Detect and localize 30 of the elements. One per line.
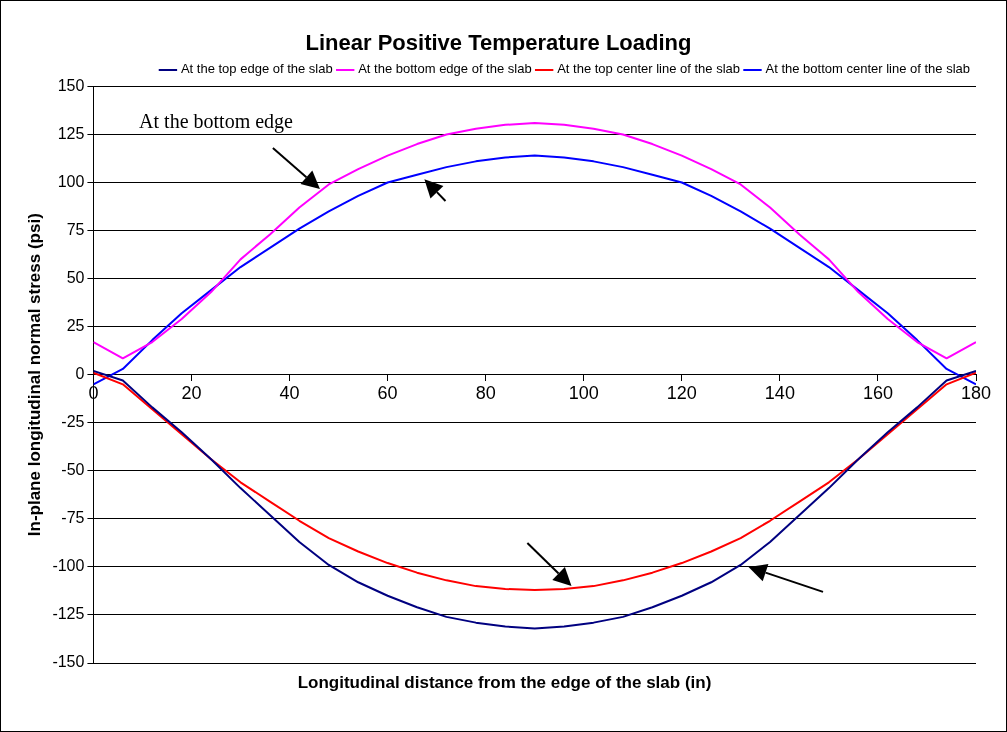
y-tick-label: -100 — [52, 557, 85, 575]
x-tick-label: 120 — [666, 383, 697, 404]
x-tick-label: 160 — [862, 383, 893, 404]
y-tick-label: 125 — [57, 124, 85, 142]
y-axis-title: In-plane longitudinal normal stress (psi) — [24, 213, 44, 537]
y-tick-label: 25 — [66, 317, 85, 335]
y-tick-label: 150 — [57, 76, 85, 94]
x-tick-label: 80 — [475, 383, 496, 404]
annotation: At the bottom edge — [139, 110, 294, 134]
y-tick-label: -75 — [61, 509, 85, 527]
y-tick-label: -125 — [52, 605, 85, 623]
y-tick-label: 100 — [57, 172, 85, 190]
x-tick-label: 40 — [279, 383, 300, 404]
y-tick-label: -50 — [61, 461, 85, 479]
y-tick-label: 0 — [75, 365, 85, 383]
x-tick-label: 140 — [764, 383, 795, 404]
x-axis-title: Longitudinal distance from the edge of the slab (in) — [296, 673, 713, 693]
chart-title: Linear Positive Temperature Loading — [305, 30, 692, 56]
legend-label: At the top edge of the slab — [180, 61, 333, 77]
y-tick-label: 75 — [66, 220, 85, 238]
legend-label: At the bottom center line of the slab — [765, 61, 971, 77]
y-tick-label: -150 — [52, 653, 85, 671]
x-tick-label: 60 — [377, 383, 398, 404]
y-tick-label: -25 — [61, 413, 85, 431]
x-tick-label: 20 — [181, 383, 202, 404]
x-tick-label: 100 — [568, 383, 599, 404]
y-tick-label: 50 — [66, 269, 85, 287]
legend-label: At the bottom edge of the slab — [358, 61, 532, 77]
legend-label: At the top center line of the slab — [557, 61, 740, 77]
x-tick-label: 180 — [960, 383, 992, 404]
